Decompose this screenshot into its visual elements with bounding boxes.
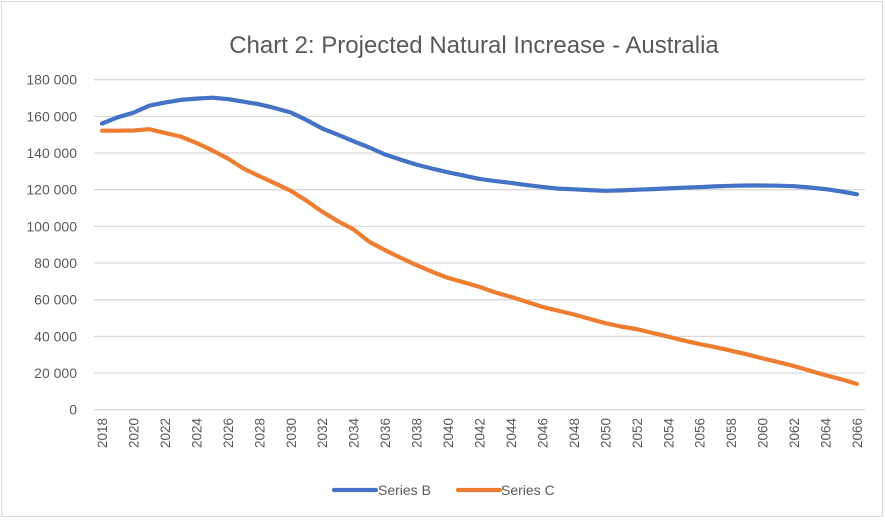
x-tick-label: 2026 [221, 418, 236, 448]
x-tick-label: 2032 [315, 418, 330, 448]
legend-label: Series B [378, 482, 431, 498]
y-tick-label: 180 000 [26, 72, 77, 88]
series-lines [99, 95, 860, 387]
x-tick-label: 2060 [756, 418, 771, 448]
x-tick-label: 2066 [850, 418, 865, 448]
x-tick-label: 2040 [441, 418, 456, 448]
x-tick-label: 2046 [535, 418, 550, 448]
series-line-series-b [99, 95, 860, 197]
x-tick-label: 2052 [630, 418, 645, 448]
x-axis-tick-labels: 2018 2020 2022 2024 2026 2028 2030 2032 2034 2036… [95, 418, 865, 449]
y-axis-tick-labels: 0 20 000 40 000 60 000 80 000 100 000 120 000 1… [26, 72, 77, 418]
x-tick-label: 2058 [724, 418, 739, 448]
gridlines [94, 79, 865, 411]
x-tick-label: 2018 [95, 418, 110, 448]
x-tick-label: 2030 [284, 418, 299, 448]
x-tick-label: 2038 [410, 418, 425, 448]
legend: Series B Series C [331, 482, 555, 498]
series-line-series-c [99, 127, 860, 387]
y-tick-label: 80 000 [34, 255, 77, 271]
chart-title: Chart 2: Projected Natural Increase - Au… [229, 32, 719, 59]
x-tick-label: 2020 [126, 418, 141, 448]
y-tick-label: 60 000 [34, 292, 77, 308]
x-tick-label: 2034 [347, 418, 362, 449]
x-tick-label: 2044 [504, 418, 519, 449]
x-tick-label: 2050 [598, 418, 613, 448]
legend-item: Series B [331, 482, 431, 498]
x-tick-label: 2028 [252, 418, 267, 448]
y-tick-label: 20 000 [34, 365, 77, 381]
x-tick-label: 2036 [378, 418, 393, 448]
x-tick-label: 2056 [693, 418, 708, 448]
y-tick-label: 160 000 [26, 108, 77, 124]
y-tick-label: 0 [69, 402, 77, 418]
legend-label: Series C [501, 482, 555, 498]
x-tick-label: 2062 [787, 418, 802, 448]
x-tick-label: 2054 [661, 418, 676, 449]
legend-item: Series C [455, 482, 555, 498]
y-tick-label: 140 000 [26, 145, 77, 161]
x-tick-label: 2042 [473, 418, 488, 448]
y-tick-label: 120 000 [26, 182, 77, 198]
x-tick-label: 2022 [158, 418, 173, 448]
x-tick-label: 2048 [567, 418, 582, 448]
x-tick-label: 2024 [189, 418, 204, 449]
y-tick-label: 40 000 [34, 328, 77, 344]
y-tick-label: 100 000 [26, 218, 77, 234]
x-tick-label: 2064 [819, 418, 834, 449]
